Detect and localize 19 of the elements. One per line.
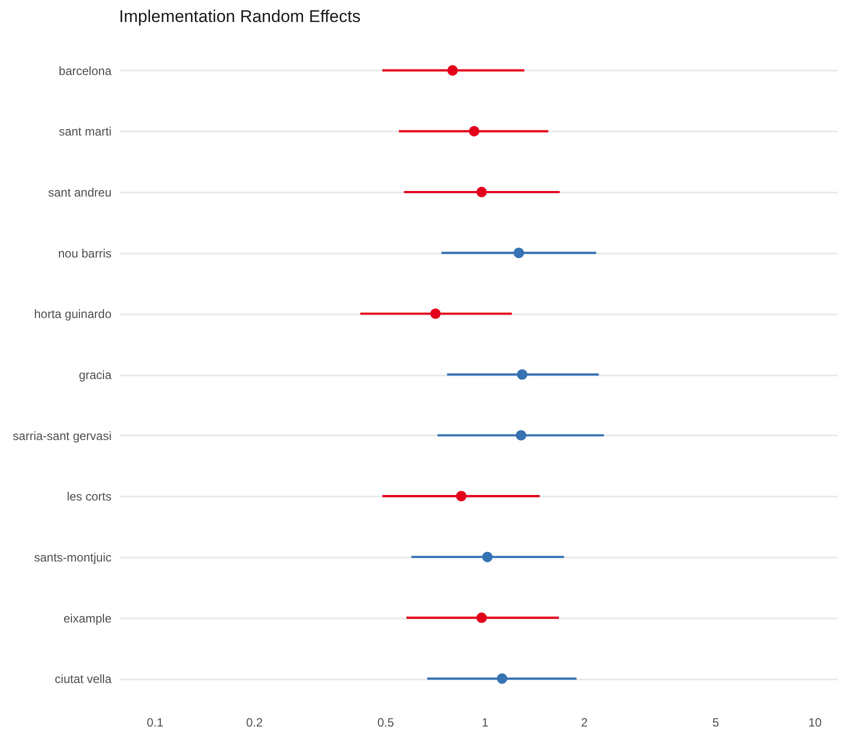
y-tick-label: nou barris bbox=[58, 246, 112, 260]
y-tick-label: barcelona bbox=[58, 64, 112, 78]
x-tick-label: 10 bbox=[808, 716, 822, 730]
x-tick-label: 5 bbox=[712, 716, 720, 730]
y-tick-label: horta guinardo bbox=[34, 307, 112, 322]
y-tick-label: sant marti bbox=[58, 124, 112, 139]
y-tick-label: sarria-sant gervasi bbox=[12, 428, 112, 443]
x-tick-label: 0.1 bbox=[146, 716, 164, 730]
x-tick-label: 1 bbox=[482, 716, 489, 730]
y-tick-label: gracia bbox=[78, 368, 112, 382]
y-tick-label: ciutat vella bbox=[54, 672, 112, 686]
y-tick-label: sants-montjuic bbox=[34, 550, 112, 564]
x-tick-label: 2 bbox=[581, 716, 588, 730]
y-tick-label: les corts bbox=[66, 490, 112, 504]
chart-title: Implementation Random Effects bbox=[119, 7, 361, 26]
x-tick-label: 0.2 bbox=[246, 716, 264, 730]
y-tick-label: sant andreu bbox=[48, 186, 112, 200]
y-tick-label: eixample bbox=[63, 611, 112, 626]
x-tick-label: 0.5 bbox=[377, 716, 394, 730]
